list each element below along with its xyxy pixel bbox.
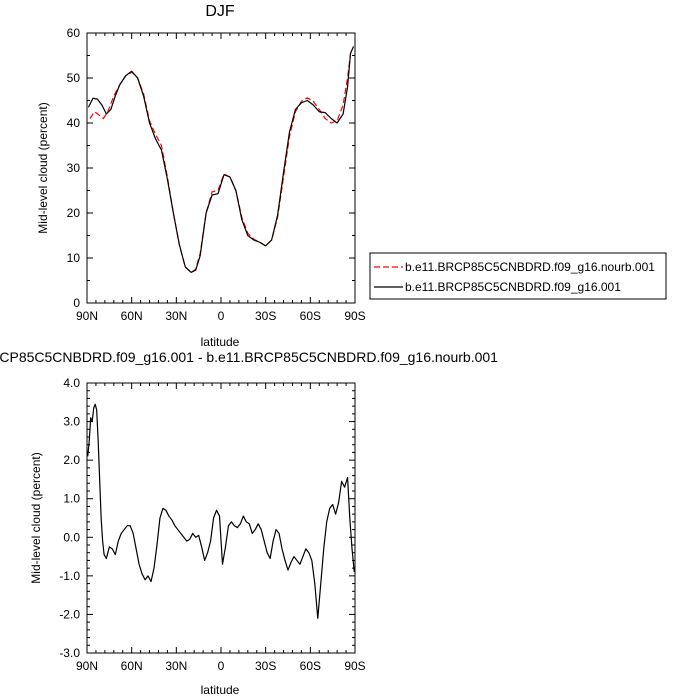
bottom-series-group xyxy=(87,403,355,619)
top-series-line-1 xyxy=(87,46,355,273)
top-y-tick-label: 0 xyxy=(73,296,80,310)
bottom-ticks: 90N 60N 30N 0 30S 60S 90S 4.0 3.0 2.0 1.0 0.0 -1.0 -2… xyxy=(59,376,365,673)
bottom-y-tick-label: -2.0 xyxy=(59,607,80,621)
top-y-tick-label: 60 xyxy=(67,26,81,40)
top-chart: DJF 90N 60N 30N 0 30S 60S 90S 0 10 20 30 40 50 60 lat… xyxy=(36,3,366,349)
bottom-x-tick-label: 90S xyxy=(344,659,365,673)
top-y-axis-label: Mid-level cloud (percent) xyxy=(36,102,50,233)
bottom-y-tick-label: -3.0 xyxy=(59,646,80,660)
top-x-tick-label: 90S xyxy=(344,309,365,323)
bottom-chart-title: b.e11.BRCP85C5CNBDRD.f09_g16.001 - b.e11… xyxy=(0,349,498,365)
bottom-y-tick-label: 0.0 xyxy=(63,530,80,544)
bottom-x-tick-label: 30S xyxy=(255,659,276,673)
top-y-tick-label: 50 xyxy=(67,71,81,85)
top-x-tick-label: 60S xyxy=(300,309,321,323)
top-x-tick-label: 30S xyxy=(255,309,276,323)
top-x-tick-label: 30N xyxy=(165,309,187,323)
bottom-x-axis-label: latitude xyxy=(201,683,240,697)
bottom-y-tick-label: 1.0 xyxy=(63,492,80,506)
top-x-axis-label: latitude xyxy=(201,335,240,349)
bottom-x-tick-label: 0 xyxy=(218,659,225,673)
top-y-tick-label: 30 xyxy=(67,161,81,175)
top-x-tick-label: 60N xyxy=(121,309,143,323)
top-y-tick-label: 10 xyxy=(67,251,81,265)
legend-box xyxy=(369,252,667,300)
top-x-tick-label: 90N xyxy=(76,309,98,323)
bottom-y-tick-label: 3.0 xyxy=(63,415,80,429)
top-plot-frame xyxy=(86,32,356,304)
top-ticks: 90N 60N 30N 0 30S 60S 90S 0 10 20 30 40 50 60 xyxy=(67,26,366,323)
bottom-y-axis-label: Mid-level cloud (percent) xyxy=(29,452,43,583)
top-series-group xyxy=(87,46,355,273)
bottom-chart: b.e11.BRCP85C5CNBDRD.f09_g16.001 - b.e11… xyxy=(0,349,498,697)
legend-label-control: b.e11.BRCP85C5CNBDRD.f09_g16.001 xyxy=(405,280,621,294)
bottom-x-tick-label: 60S xyxy=(300,659,321,673)
bottom-x-tick-label: 90N xyxy=(76,659,98,673)
top-series-line-0 xyxy=(89,50,354,273)
bottom-y-tick-label: -1.0 xyxy=(59,569,80,583)
top-y-tick-label: 20 xyxy=(67,206,81,220)
legend-label-nourb: b.e11.BRCP85C5CNBDRD.f09_g16.nourb.001 xyxy=(405,260,655,274)
top-chart-title: DJF xyxy=(205,3,235,20)
bottom-y-tick-label: 4.0 xyxy=(63,376,80,390)
top-x-tick-label: 0 xyxy=(218,309,225,323)
legend: b.e11.BRCP85C5CNBDRD.f09_g16.nourb.001 b… xyxy=(369,252,667,300)
bottom-series-line-0 xyxy=(87,403,355,619)
bottom-x-tick-label: 60N xyxy=(121,659,143,673)
bottom-y-tick-label: 2.0 xyxy=(63,453,80,467)
bottom-x-tick-label: 30N xyxy=(165,659,187,673)
bottom-plot-frame xyxy=(86,382,356,654)
top-y-tick-label: 40 xyxy=(67,116,81,130)
